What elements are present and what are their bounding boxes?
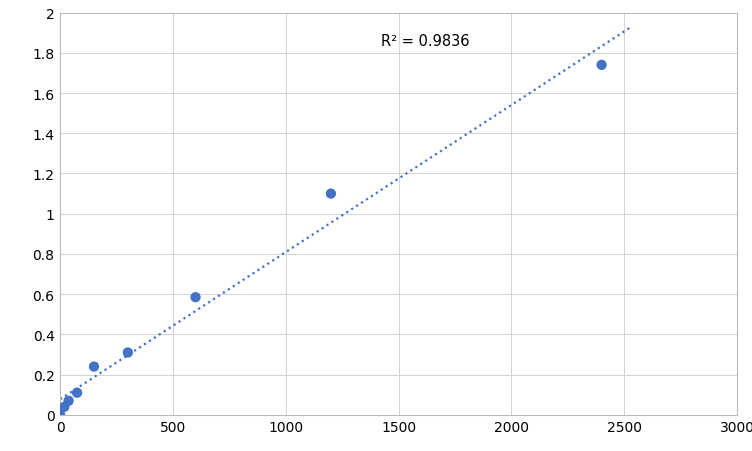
Point bbox=[596, 62, 608, 69]
Point bbox=[54, 411, 66, 419]
Point bbox=[62, 397, 74, 405]
Point bbox=[190, 294, 202, 301]
Point bbox=[88, 363, 100, 370]
Point bbox=[325, 190, 337, 198]
Text: R² = 0.9836: R² = 0.9836 bbox=[381, 34, 469, 49]
Point bbox=[59, 403, 71, 410]
Point bbox=[71, 389, 83, 396]
Point bbox=[122, 349, 134, 356]
